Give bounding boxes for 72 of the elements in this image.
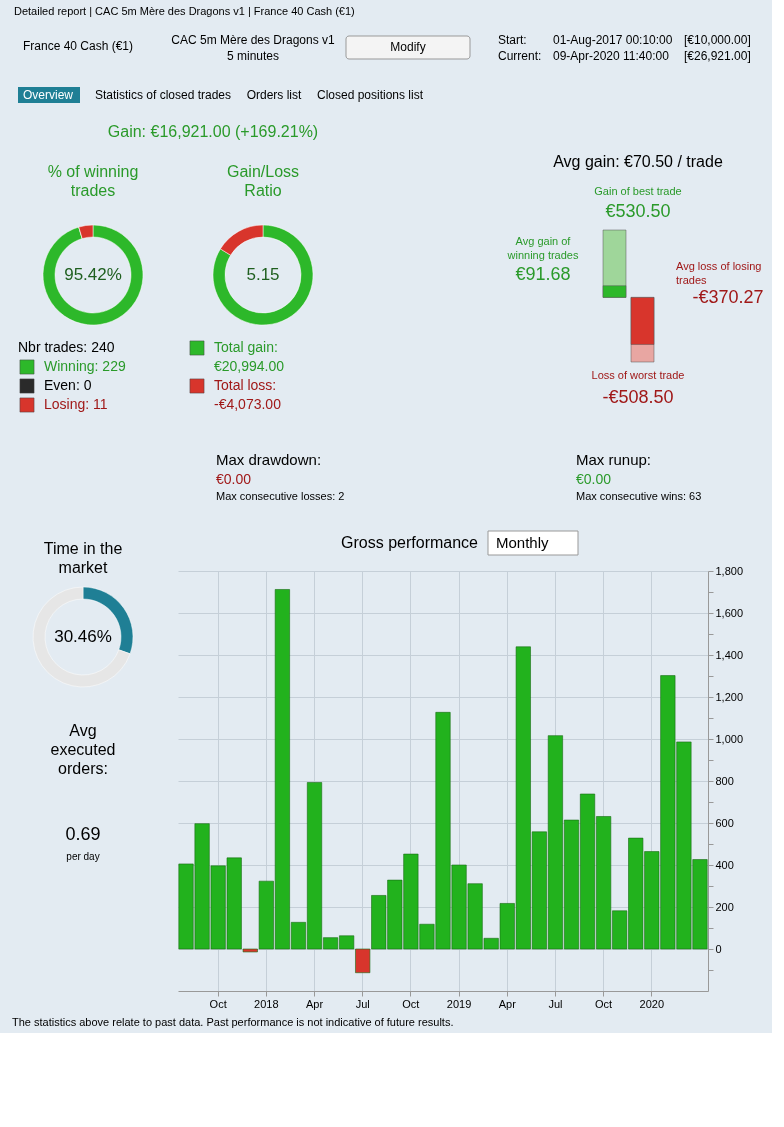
text: 09-Apr-2020 11:40:00 xyxy=(553,49,670,63)
x-tick-label: Jul xyxy=(355,997,370,1010)
y-tick-label: 0 xyxy=(715,942,722,955)
data-label: -€370.27 xyxy=(692,287,764,307)
text: Max consecutive wins: 63 xyxy=(576,490,702,502)
category-label: Loss of worst trade xyxy=(591,369,685,381)
text: CAC 5m Mère des Dragons v1 xyxy=(171,33,336,47)
y-tick-label: 600 xyxy=(715,816,734,829)
text: 30.46% xyxy=(54,627,112,646)
x-tick-label: Apr xyxy=(498,997,517,1010)
text: Nbr trades: 240 xyxy=(18,339,115,355)
text: Max consecutive losses: 2 xyxy=(216,490,345,502)
text: 95.42% xyxy=(64,265,122,284)
text: The statistics above relate to past data. Past performance is not indicative of future results. xyxy=(12,1016,454,1028)
data-label: €530.50 xyxy=(605,201,671,221)
x-tick-label: Oct xyxy=(595,997,613,1010)
donut-slice xyxy=(42,224,144,326)
text: [€26,921.00] xyxy=(684,49,751,63)
y-tick-label: 1,800 xyxy=(715,564,744,577)
text: Closed positions list xyxy=(316,88,424,102)
text: Statistics of closed trades xyxy=(94,88,232,102)
text: Modify xyxy=(390,40,426,54)
text: Detailed report | CAC 5m Mère des Dragons v1 | France 40 Cash (€1) xyxy=(14,5,355,17)
y-tick-label: 1,000 xyxy=(715,732,744,745)
x-tick-label: 2020 xyxy=(639,997,665,1010)
text: Max runup: xyxy=(576,451,652,468)
legend-label: Winning: 229 xyxy=(44,358,126,374)
text: [€10,000.00] xyxy=(684,33,751,47)
chart-title: % of winning trades xyxy=(47,163,139,199)
chart-title: Gain/Loss Ratio xyxy=(226,163,300,199)
x-tick-label: 2018 xyxy=(254,997,279,1010)
text: Current: xyxy=(498,49,542,63)
legend-label: Losing: 11 xyxy=(44,396,108,412)
text: €0.00 xyxy=(576,471,612,487)
y-tick-label: 400 xyxy=(715,858,734,871)
x-tick-label: Oct xyxy=(209,997,227,1010)
y-tick-label: 1,200 xyxy=(715,690,744,703)
category-label: Gain of best trade xyxy=(594,185,682,197)
y-tick-label: 1,400 xyxy=(715,648,744,661)
text: €0.00 xyxy=(216,471,252,487)
text: Gain: €16,921.00 (+169.21%) xyxy=(107,123,319,140)
text: Max drawdown: xyxy=(216,451,322,468)
text: Overview xyxy=(22,88,74,102)
text: 5 minutes xyxy=(226,49,280,63)
donut-slice xyxy=(212,224,314,326)
text: 0.69 xyxy=(65,824,101,844)
text: per day xyxy=(66,851,100,862)
text: Monthly xyxy=(496,534,550,551)
y-tick-label: 800 xyxy=(715,774,734,787)
data-label: -€508.50 xyxy=(602,387,674,407)
text: 5.15 xyxy=(246,265,280,284)
x-tick-label: 2019 xyxy=(446,997,472,1010)
chart-title: Time in the market xyxy=(43,540,123,576)
legend-label: Total gain: €20,994.00 xyxy=(214,339,285,374)
chart-title: Gross performance xyxy=(341,534,479,551)
x-tick-label: Jul xyxy=(548,997,563,1010)
text: Start: xyxy=(498,33,527,47)
text: Orders list xyxy=(246,88,302,102)
text: Avg executed orders: xyxy=(50,722,116,777)
y-tick-label: 200 xyxy=(715,900,734,913)
donut-slice xyxy=(32,586,131,688)
category-label: Avg gain of winning trades xyxy=(506,235,579,261)
data-label: €91.68 xyxy=(515,264,571,284)
text: France 40 Cash (€1) xyxy=(22,39,134,53)
category-label: Avg loss of losing trades xyxy=(676,260,762,286)
legend-label: Even: 0 xyxy=(44,377,92,393)
x-tick-label: Apr xyxy=(305,997,324,1010)
text: Avg gain: €70.50 / trade xyxy=(553,153,723,170)
x-tick-label: Oct xyxy=(402,997,420,1010)
text: 01-Aug-2017 00:10:00 xyxy=(553,33,673,47)
y-tick-label: 1,600 xyxy=(715,606,744,619)
legend-label: Total loss: -€4,073.00 xyxy=(214,377,282,412)
